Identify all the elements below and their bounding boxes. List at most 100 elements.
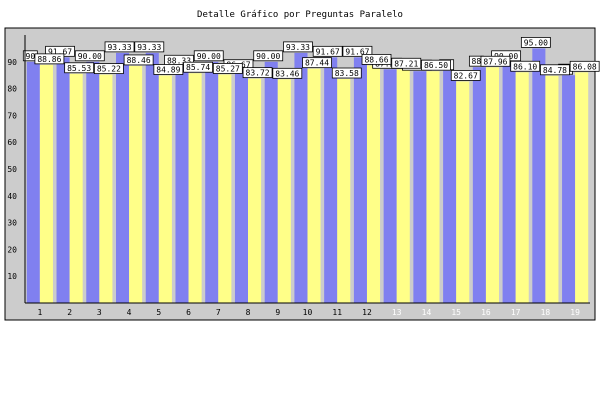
bar-series2-1	[39, 64, 53, 304]
bar-series1-17	[502, 61, 516, 303]
data-label-series1-7: 90.00	[197, 52, 221, 61]
y-tick-label: 30	[7, 219, 17, 228]
x-axis: 1 2 3 4 5 6 7 8 9 10 11 12 13 14 15 16 17 18 19	[24, 35, 590, 317]
bar-series2-2	[69, 73, 83, 303]
data-label-series2-18: 84.78	[543, 66, 567, 75]
data-label-box	[520, 37, 551, 48]
data-label-series1-9: 90.00	[256, 52, 280, 61]
bar-series2-18	[545, 75, 559, 303]
bar-series2-3	[99, 74, 113, 303]
data-label-box	[272, 67, 303, 79]
data-label-box	[193, 50, 224, 62]
bar-series1-8	[234, 70, 249, 304]
x-tick-label: 9	[275, 308, 280, 317]
bar-series2-14	[426, 71, 440, 304]
x-tick-label: 12	[362, 308, 372, 317]
x-tick-label: 1	[37, 308, 42, 317]
data-label-series1-3: 90.00	[78, 52, 102, 61]
data-label-series1-18: 95.00	[524, 38, 548, 47]
bar-series2-7	[218, 74, 232, 303]
bar-series1-6	[175, 66, 189, 303]
data-label-box	[302, 57, 332, 69]
data-label-series2-19: 86.08	[573, 62, 597, 71]
data-label-series1-1: 90	[26, 52, 36, 61]
data-label-box	[34, 53, 65, 65]
x-tick-label: 5	[156, 308, 161, 317]
data-label-box	[361, 53, 392, 65]
data-label-series1-6: 88.33	[167, 56, 191, 65]
data-label-box	[540, 64, 570, 76]
y-tick-label: 60	[7, 138, 17, 147]
data-labels: 9091.6790.0093.3393.3388.3390.0086.6790.…	[22, 37, 600, 81]
bar-series1-14	[413, 71, 427, 304]
data-label-box	[104, 41, 135, 53]
data-label-box	[331, 67, 362, 79]
bar-series1-4	[115, 52, 130, 304]
data-label-box	[183, 61, 213, 73]
data-label-series1-11: 91.67	[316, 47, 340, 56]
bar-series1-13	[383, 69, 397, 304]
data-label-series2-7: 85.27	[216, 64, 240, 73]
data-label-box	[391, 57, 422, 69]
bar-series2-11	[337, 79, 351, 303]
y-tick-label: 50	[7, 165, 17, 174]
bar-series1-9	[264, 61, 278, 303]
data-label-series2-16: 87.96	[483, 57, 507, 66]
y-tick-label: 20	[7, 245, 17, 254]
bar-series1-2	[56, 57, 70, 303]
data-label-box	[134, 41, 165, 53]
x-tick-label: 7	[216, 308, 221, 317]
y-tick-label: 90	[7, 58, 17, 67]
data-label-box	[93, 63, 124, 75]
chart-title: Detalle Gráfico por Preguntas Paralelo	[197, 10, 403, 20]
data-label-box	[480, 55, 511, 67]
data-label-series2-2: 85.53	[67, 64, 91, 73]
x-tick-label: 11	[332, 308, 342, 317]
data-label-box	[74, 50, 105, 62]
bar-series1-19	[562, 75, 576, 303]
bar-series1-7	[205, 61, 219, 303]
data-label-series2-5: 84.89	[156, 65, 180, 74]
bar-series2-4	[129, 65, 143, 303]
bar-series2-9	[277, 79, 291, 303]
data-label-box	[242, 67, 273, 79]
data-label-box	[342, 45, 373, 57]
data-label-series1-16: 88	[472, 57, 482, 66]
x-tick-label: 4	[127, 308, 132, 317]
x-tick-label: 16	[481, 308, 491, 317]
x-tick-label: 2	[67, 308, 72, 317]
y-tick-label: 40	[7, 192, 17, 201]
x-tick-label: 6	[186, 308, 191, 317]
data-label-series2-14: 86.50	[424, 61, 448, 70]
bar-series1-1	[26, 61, 40, 303]
data-label-series2-1: 88.86	[37, 55, 61, 64]
x-tick-label: 3	[97, 308, 102, 317]
data-label-box	[153, 64, 184, 75]
data-label-series2-4: 88.46	[127, 56, 151, 65]
bar-series1-12	[353, 57, 367, 303]
y-tick-label: 80	[7, 85, 17, 94]
data-label-box	[64, 62, 95, 74]
data-label-box	[253, 50, 284, 62]
data-label-series2-8: 83.72	[246, 69, 270, 78]
data-label-series2-3: 85.22	[97, 65, 121, 74]
data-label-series2-13: 87.21	[394, 59, 418, 68]
data-label-box	[450, 70, 481, 81]
x-tick-label: 14	[422, 308, 432, 317]
data-label-box	[312, 45, 343, 57]
bar-series1-16	[472, 67, 486, 303]
x-tick-label: 18	[541, 308, 551, 317]
data-label-series2-15: 82.67	[454, 71, 478, 80]
data-label-series1-12: 91.67	[345, 47, 369, 56]
bar-series1-18	[532, 48, 546, 304]
bar-series2-10	[307, 68, 321, 303]
x-tick-label: 15	[451, 308, 461, 317]
data-label-box	[283, 41, 313, 53]
bar-series1-10	[294, 52, 308, 304]
data-label-series1-10: 93.33	[286, 43, 310, 52]
bar-series2-13	[396, 69, 410, 304]
bar-series1-15	[443, 70, 457, 304]
data-label-box	[212, 63, 243, 74]
data-label-series2-12: 88.66	[364, 55, 388, 64]
